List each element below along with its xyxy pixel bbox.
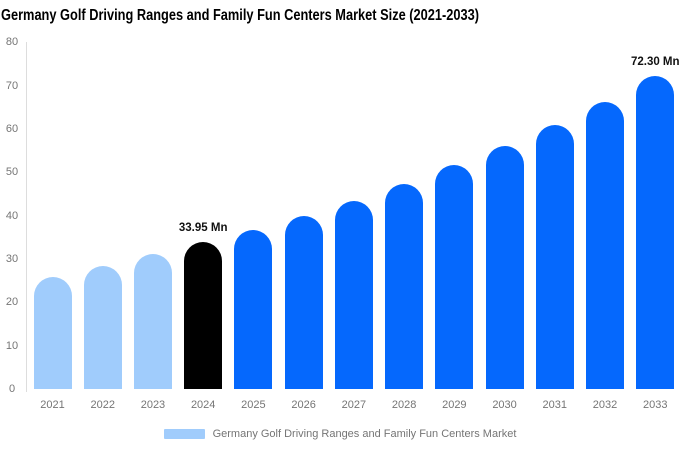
bar-2023: [133, 254, 172, 389]
x-axis-label: 2029: [442, 399, 467, 411]
x-axis-label: 2021: [40, 399, 65, 411]
bar-2028: [385, 184, 424, 389]
y-axis-tick-label: 70: [5, 79, 19, 92]
bar-2025: [234, 229, 273, 389]
x-axis-label: 2030: [492, 399, 517, 411]
y-axis-tick-label: 0: [8, 383, 16, 395]
x-axis-label: 2022: [90, 399, 115, 411]
bar-2030: [485, 146, 524, 389]
legend-label: Germany Golf Driving Ranges and Family F…: [212, 428, 517, 440]
y-axis-tick-label: 60: [5, 123, 19, 136]
bar-2031: [535, 125, 574, 389]
legend: Germany Golf Driving Ranges and Family F…: [0, 428, 680, 440]
bar-2024: [184, 241, 223, 389]
bar-2021: [33, 276, 72, 389]
chart-title: Germany Golf Driving Ranges and Family F…: [1, 7, 480, 24]
bar-value-label: 72.30 Mn: [630, 55, 680, 68]
x-axis-label: 2031: [542, 399, 568, 411]
y-axis-tick-label: 40: [5, 209, 19, 222]
y-axis-tick-label: 50: [5, 166, 19, 179]
bar-2027: [334, 200, 373, 389]
bar-2033: [636, 75, 675, 389]
y-axis-tick-label: 20: [5, 296, 19, 309]
x-axis-label: 2025: [241, 399, 266, 411]
y-axis-tick-label: 10: [5, 339, 19, 352]
bar-2026: [284, 215, 323, 389]
x-axis-label: 2028: [391, 399, 417, 411]
y-axis-tick-label: 30: [5, 253, 19, 266]
x-axis-label: 2032: [592, 399, 618, 411]
y-axis-line: [26, 42, 27, 392]
x-axis-label: 2027: [341, 399, 367, 411]
y-axis-tick-label: 80: [5, 36, 19, 49]
bar-2032: [586, 101, 625, 389]
x-axis-label: 2024: [190, 399, 216, 411]
x-axis-label: 2023: [140, 399, 166, 411]
bar-2029: [435, 165, 474, 389]
bar-2022: [83, 265, 122, 389]
legend-swatch: [163, 429, 205, 439]
bar-value-label: 33.95 Mn: [178, 221, 228, 234]
x-axis-label: 2033: [643, 399, 668, 411]
x-axis-label: 2026: [291, 399, 316, 411]
